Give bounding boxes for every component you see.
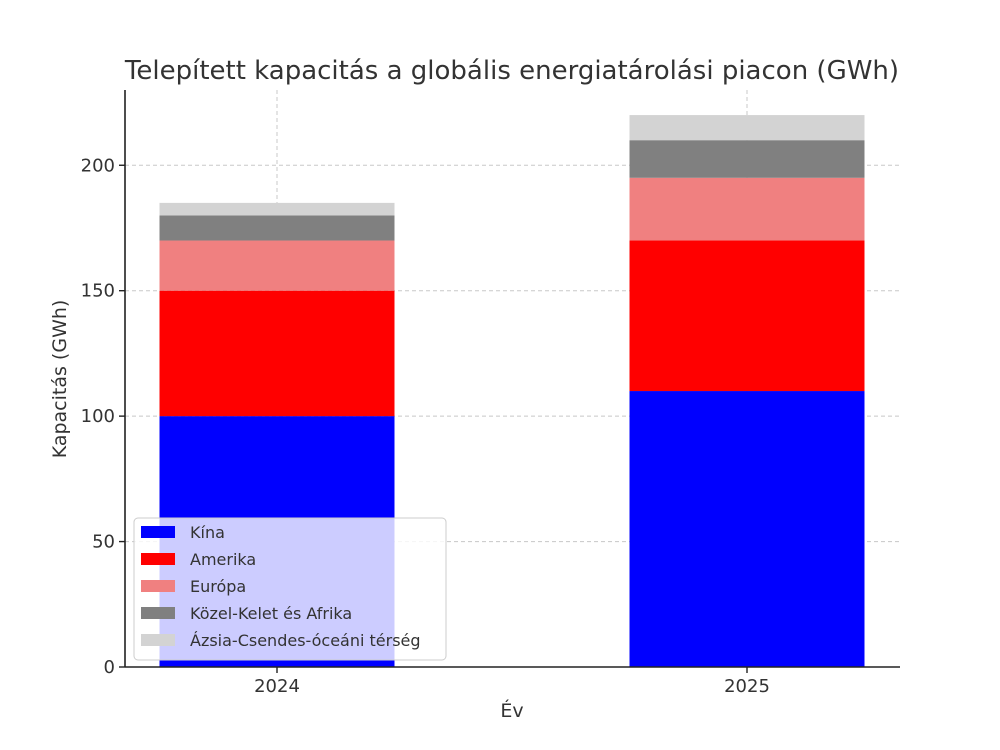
bar-segment <box>159 215 395 241</box>
bar-segment <box>629 140 865 178</box>
bar-segment <box>629 115 865 141</box>
legend-swatch <box>141 634 175 646</box>
legend-box <box>133 517 447 661</box>
axes-layer <box>124 90 900 668</box>
bar-segment <box>629 391 865 667</box>
chart-title: Telepített kapacitás a globális energiat… <box>124 56 899 86</box>
y-tick-label: 50 <box>92 532 115 553</box>
bar-segment <box>629 240 865 392</box>
bar-segment <box>629 177 865 241</box>
ticks-layer: 0 50 100 150 200 2024 2025 <box>81 155 770 697</box>
legend-label: Kína <box>190 523 225 542</box>
y-axis-label: Kapacitás (GWh) <box>49 300 71 459</box>
legend-label: Amerika <box>190 550 256 569</box>
y-tick-label: 200 <box>81 155 115 176</box>
legend-label: Közel-Kelet és Afrika <box>190 604 352 623</box>
x-axis-label: Év <box>500 699 523 722</box>
legend-swatch <box>141 553 175 565</box>
y-tick-label: 100 <box>81 406 115 427</box>
legend-swatch <box>141 607 175 619</box>
x-tick-label: 2024 <box>254 676 300 697</box>
bar-segment <box>159 290 395 417</box>
y-tick-label: 0 <box>104 657 115 678</box>
bar-segment <box>159 240 395 291</box>
legend: Kína Amerika Európa Közel-Kelet és Afrika Áz… <box>133 517 447 661</box>
legend-label: Európa <box>190 577 246 596</box>
legend-swatch <box>141 526 175 538</box>
legend-label: Ázsia-Csendes-óceáni térség <box>190 631 421 650</box>
legend-swatch <box>141 580 175 592</box>
bar-segment <box>159 202 395 216</box>
y-tick-label: 150 <box>81 281 115 302</box>
x-tick-label: 2025 <box>724 676 770 697</box>
